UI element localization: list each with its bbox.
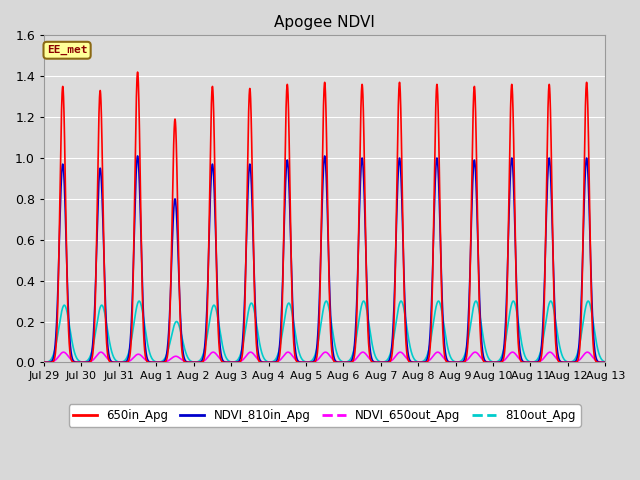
- Text: EE_met: EE_met: [47, 45, 87, 55]
- Legend: 650in_Apg, NDVI_810in_Apg, NDVI_650out_Apg, 810out_Apg: 650in_Apg, NDVI_810in_Apg, NDVI_650out_A…: [68, 404, 580, 427]
- Title: Apogee NDVI: Apogee NDVI: [274, 15, 375, 30]
